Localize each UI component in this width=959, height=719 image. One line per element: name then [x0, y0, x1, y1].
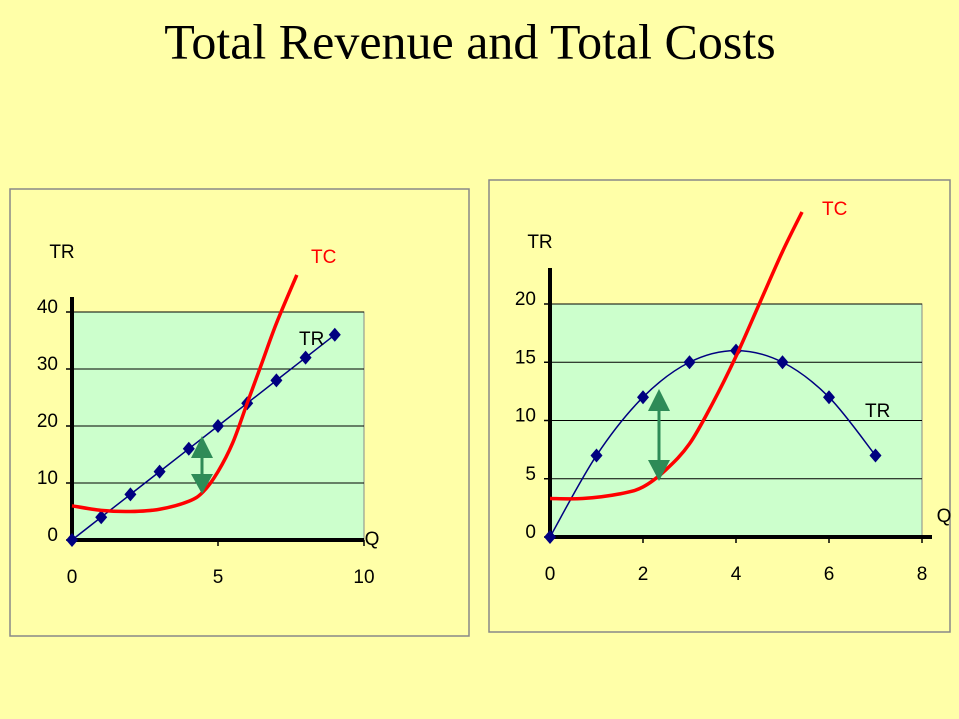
marker [637, 390, 649, 405]
x-tick-label: 10 [353, 567, 374, 588]
x-tick-label: 4 [731, 564, 742, 585]
marker [182, 441, 195, 456]
marker [270, 373, 283, 388]
slide-title: Total Revenue and Total Costs [164, 13, 775, 69]
marker [124, 487, 137, 502]
x-tick-label: 8 [917, 564, 928, 585]
x-tick-label: 5 [213, 567, 224, 588]
x-tick-label: 2 [638, 564, 649, 585]
marker [823, 390, 835, 405]
x-axis-label: Q [937, 506, 952, 527]
series-line [71, 274, 299, 514]
loss-arrow [648, 389, 670, 481]
y-axis-label: TR [49, 242, 74, 263]
marker [683, 355, 696, 370]
x-tick-label: 0 [545, 564, 556, 585]
marker [869, 448, 882, 463]
y-tick-label: 10 [37, 468, 58, 489]
series-label: TC [311, 247, 336, 268]
x-tick-label: 0 [67, 567, 78, 588]
y-tick-label: 10 [515, 406, 536, 427]
marker [544, 530, 556, 544]
x-axis-label: Q [365, 529, 380, 550]
marker [328, 327, 341, 342]
marker [95, 510, 108, 525]
y-tick-label: 0 [525, 522, 536, 543]
marker [776, 355, 789, 370]
x-tick-label: 6 [824, 564, 835, 585]
y-tick-label: 5 [525, 464, 536, 485]
y-tick-label: 20 [37, 411, 58, 432]
marker [299, 350, 312, 365]
series-label: TR [865, 401, 890, 422]
y-tick-label: 20 [515, 289, 536, 310]
marker [153, 464, 166, 479]
series-line [549, 211, 804, 501]
marker [66, 533, 78, 547]
charts: 0 10 20 30 40 0 5 10 TR Q TR TC 0 5 10 15 20 0 2 4 6 8 TR Q TR TC [37, 199, 952, 588]
marker [590, 448, 603, 463]
y-tick-label: 40 [37, 297, 58, 318]
y-tick-label: 30 [37, 354, 58, 375]
series-label: TC [822, 199, 847, 220]
y-axis-label: TR [527, 232, 552, 253]
series-line [71, 334, 336, 541]
y-tick-label: 15 [515, 347, 536, 368]
series-label: TR [299, 329, 324, 350]
profit-arrow [191, 436, 213, 494]
marker [212, 419, 224, 433]
y-tick-label: 0 [47, 525, 58, 546]
